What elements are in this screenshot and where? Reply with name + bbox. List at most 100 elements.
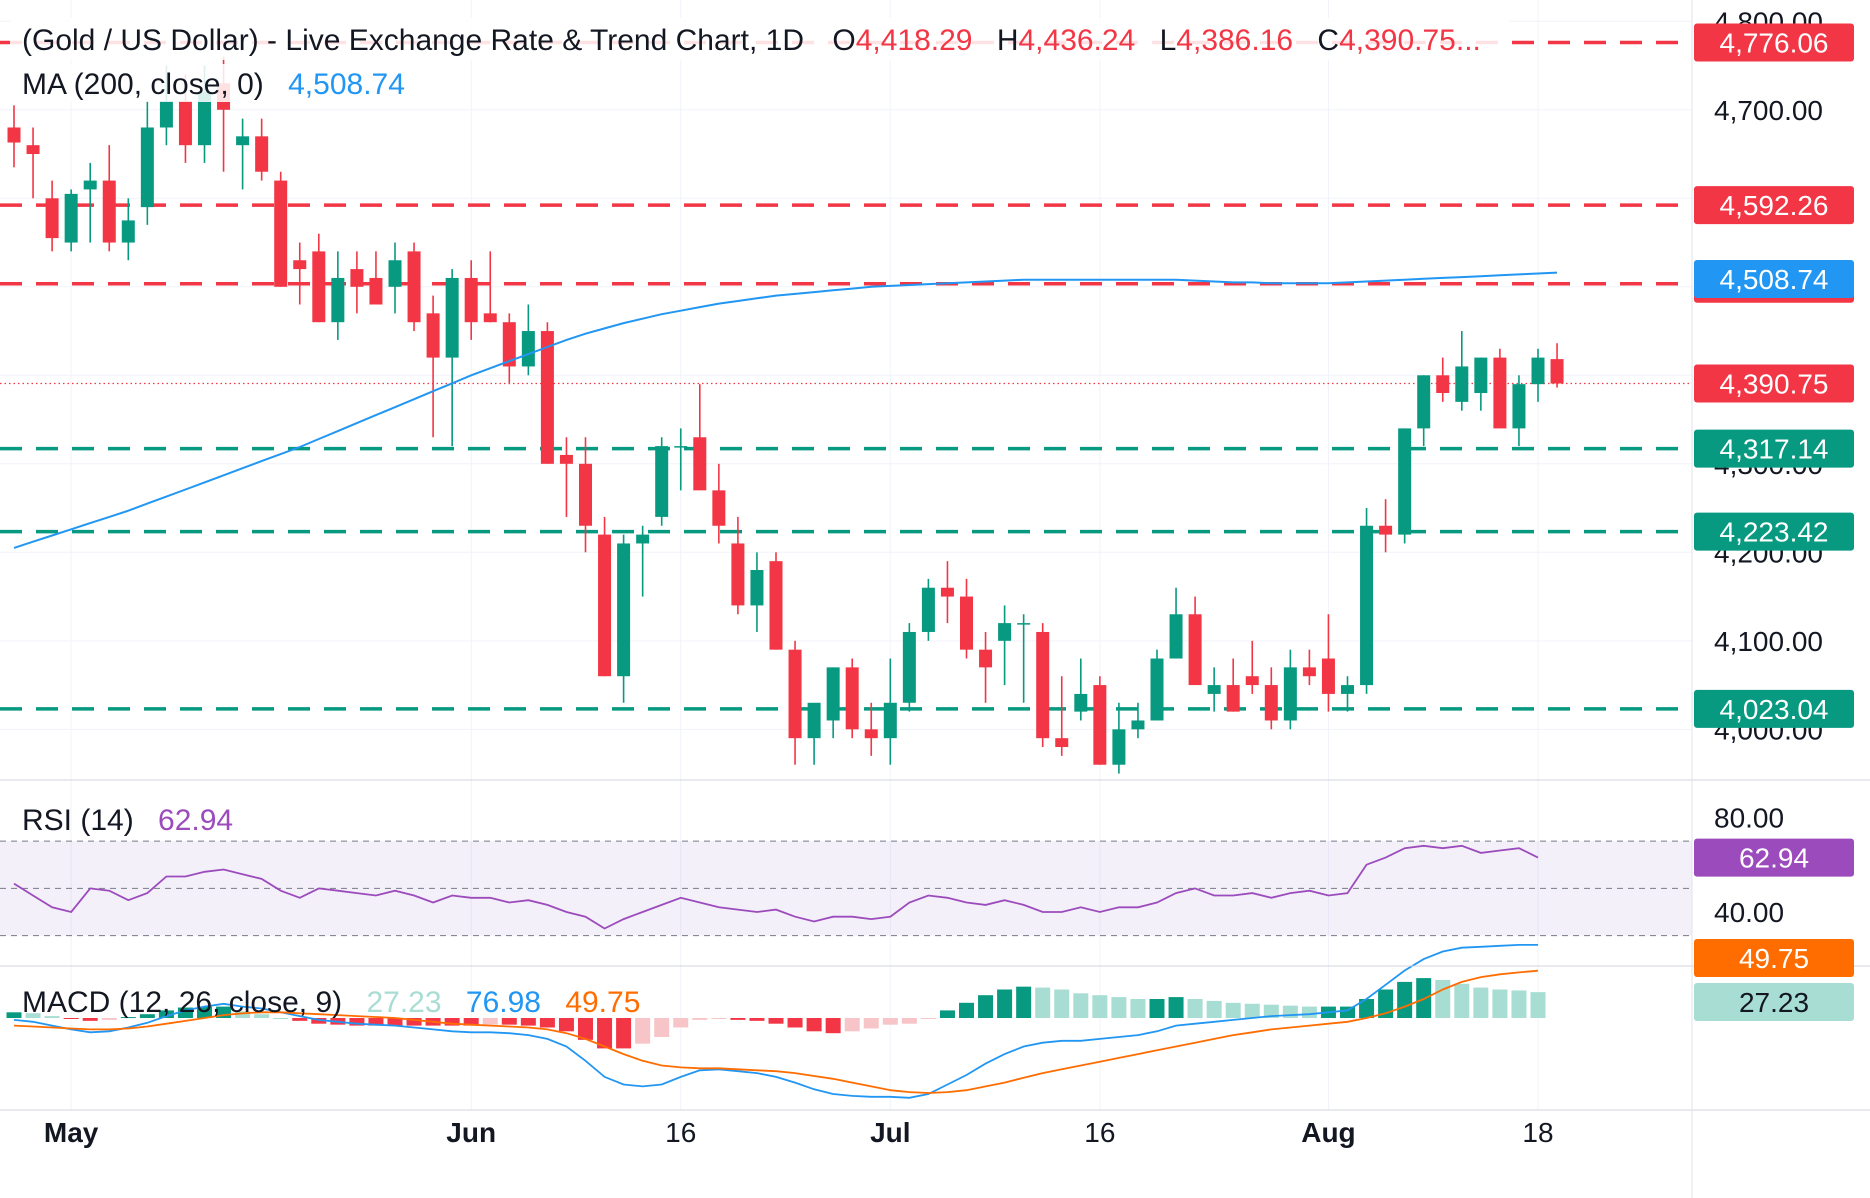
candle-body <box>274 180 288 287</box>
ma-legend[interactable]: MA (200, close, 0) 4,508.74 <box>10 64 430 102</box>
rsi-tick-label: 40.00 <box>1714 897 1784 928</box>
macd-histogram-bar <box>825 1018 841 1034</box>
macd-legend-label: MACD (12, 26, close, 9) <box>22 986 342 1019</box>
macd-histogram-bar <box>920 1018 936 1019</box>
macd-histogram-bar <box>844 1018 860 1032</box>
candle-body <box>1112 729 1126 765</box>
macd-histogram-bar <box>1511 990 1527 1018</box>
candle-body <box>731 543 745 606</box>
rsi-legend[interactable]: RSI (14) 62.94 <box>22 804 233 837</box>
candle-body <box>1417 375 1431 429</box>
candle-body <box>236 136 250 146</box>
macd-histogram-bar <box>1016 986 1032 1018</box>
candle-body <box>1131 720 1145 730</box>
candle-body <box>426 313 440 358</box>
macd-histogram-bar <box>787 1018 803 1028</box>
candle-body <box>140 127 154 208</box>
macd-histogram-bar <box>1397 981 1413 1018</box>
candle-body <box>655 446 669 517</box>
low-label: L <box>1160 24 1177 57</box>
macd-histogram-bar <box>463 1018 479 1026</box>
candle-body <box>1512 384 1526 429</box>
candle-body <box>1341 685 1354 694</box>
rsi-axis[interactable]: 80.00 40.00 <box>1714 802 1784 928</box>
macd-histogram-bar <box>1378 989 1394 1018</box>
macd-histogram-bar <box>768 1018 784 1024</box>
level-tag: 4,592.26 <box>1720 190 1829 221</box>
time-tick-label: May <box>44 1117 99 1148</box>
macd-histogram-bar <box>1359 999 1375 1018</box>
candle-body <box>1264 685 1278 721</box>
candle-body <box>998 623 1012 641</box>
candle-body <box>255 136 269 172</box>
macd-histogram-bar <box>749 1018 765 1021</box>
candle-body <box>178 100 192 146</box>
signal-tag-bg <box>1694 939 1854 977</box>
price-tags: 4,776.064,592.264,503.484,317.144,223.42… <box>1694 23 1854 1021</box>
macd-histogram-bar <box>711 1018 727 1019</box>
candle-body <box>826 667 840 721</box>
candles[interactable] <box>7 56 1564 774</box>
candle-body <box>1398 428 1412 535</box>
macd-histogram-bar <box>82 1018 98 1021</box>
candle-body <box>331 277 345 323</box>
ma-tag-bg <box>1694 260 1854 299</box>
macd-histogram-bar <box>1435 980 1451 1018</box>
macd-histogram-bar <box>501 1018 517 1025</box>
macd-histogram-bar <box>597 1018 613 1049</box>
macd-histogram-bar <box>1073 993 1089 1018</box>
ma-legend-value: 4,508.74 <box>288 68 405 101</box>
hist-tag: 27.23 <box>1739 987 1809 1018</box>
macd-histogram-bar <box>1035 987 1051 1018</box>
hist-tag-bg <box>1694 983 1854 1021</box>
candle-body <box>1550 359 1564 384</box>
candle-body <box>864 729 878 739</box>
macd-histogram-bar <box>901 1018 917 1024</box>
macd-legend-signal: 49.75 <box>565 986 640 1019</box>
candle-body <box>521 331 535 367</box>
open-value: 4,418.29 <box>856 24 973 57</box>
macd-histogram-bar <box>235 1011 251 1018</box>
macd-histogram-bar <box>1054 989 1070 1018</box>
last-price-tag-bg <box>1694 364 1854 403</box>
candle-body <box>293 260 307 270</box>
candle-body <box>712 490 726 526</box>
low-value: 4,386.16 <box>1176 24 1293 57</box>
level-tag-bg <box>1694 429 1854 468</box>
candle-body <box>1074 693 1088 712</box>
time-axis[interactable]: May Jun 16 Jul 16 Aug 18 <box>44 1117 1554 1148</box>
rsi-line <box>13 844 1539 930</box>
macd-histogram-bar <box>1530 992 1546 1018</box>
macd-histogram-bar <box>673 1018 689 1028</box>
candle-body <box>1474 357 1488 393</box>
candle-body <box>102 180 116 243</box>
macd-legend[interactable]: MACD (12, 26, close, 9) 27.23 76.98 49.7… <box>22 986 640 1019</box>
candle-body <box>1245 676 1259 686</box>
candle-body <box>617 543 631 677</box>
macd-histogram-bar <box>997 989 1013 1018</box>
macd-histogram-bar <box>406 1018 422 1026</box>
candle-body <box>1150 658 1164 721</box>
macd-histogram-bar <box>197 1006 212 1018</box>
candle-body <box>1207 685 1221 694</box>
candle-body <box>312 251 326 323</box>
price-tick-label: 4,100.00 <box>1714 626 1823 657</box>
candle-body <box>540 331 554 464</box>
candle-body <box>1302 667 1316 677</box>
candle-body <box>921 587 935 632</box>
candle-body <box>845 667 859 730</box>
macd-histogram-bar <box>349 1018 365 1026</box>
macd-histogram-bar <box>216 1006 232 1018</box>
time-tick-label: Jul <box>870 1117 910 1148</box>
candle-body <box>350 269 364 287</box>
high-value: 4,436.24 <box>1018 24 1135 57</box>
candle-body <box>1531 357 1545 385</box>
macd-histogram-bar <box>1149 999 1165 1018</box>
macd-histogram-bar <box>44 1016 60 1018</box>
time-tick-label: 18 <box>1522 1117 1553 1148</box>
candle-body <box>750 570 764 606</box>
candle-body <box>902 631 916 703</box>
candle-body <box>807 702 821 739</box>
candle-body <box>979 649 993 668</box>
